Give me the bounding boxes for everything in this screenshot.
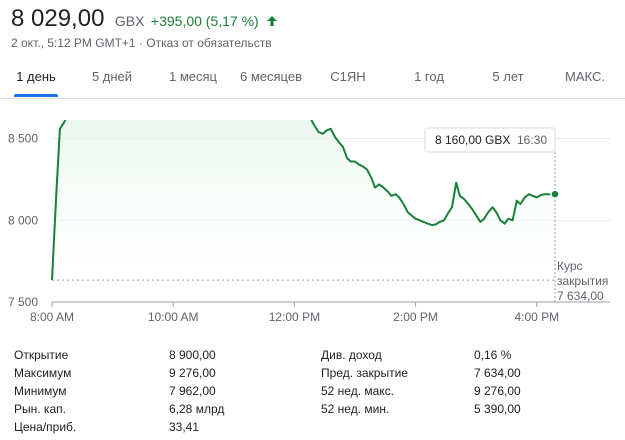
x-tick-label: 4:00 PM	[514, 310, 559, 324]
previous-close-label: Курс закрытия 7 634,00	[557, 259, 608, 303]
tooltip-value: 8 160,00 GBX	[435, 133, 510, 147]
close-label-line-1: Курс	[557, 259, 583, 273]
tab-1-day[interactable]: 1 день	[14, 58, 58, 97]
x-tick-label: 10:00 AM	[148, 310, 199, 324]
price-area	[52, 120, 555, 281]
x-tick-label: 2:00 PM	[393, 310, 438, 324]
tab-1-month[interactable]: 1 месяц	[169, 69, 217, 84]
current-price: 8 029,00	[11, 5, 105, 32]
quote-timestamp: 2 окт., 5:12 PM GMT+1 · Отказ от обязате…	[11, 36, 272, 50]
tab-5-years[interactable]: 5 лет	[492, 69, 524, 84]
x-tick-label: 8:00 AM	[30, 310, 74, 324]
tooltip-time: 16:30	[517, 133, 547, 147]
tab-1-year[interactable]: 1 год	[414, 69, 444, 84]
y-tick-label: 7 500	[8, 295, 38, 309]
tabs-divider	[0, 98, 625, 99]
price-change: +395,00 (5,17 %)	[150, 13, 259, 29]
y-tick-label: 8 500	[8, 132, 38, 146]
y-tick-label: 8 000	[8, 213, 38, 227]
currency-code: GBX	[114, 13, 145, 29]
quote-header: 8 029,00 GBX +395,00 (5,17 %)	[11, 5, 278, 33]
x-axis: 8:00 AM 10:00 AM 12:00 PM 2:00 PM 4:00 PM	[30, 302, 559, 324]
time-range-tabs: 1 день 5 дней 1 месяц 6 месяцев С1ЯН 1 г…	[0, 58, 625, 98]
hover-point	[550, 189, 560, 199]
close-label-value: 7 634,00	[557, 289, 604, 303]
x-tick-label: 12:00 PM	[269, 310, 320, 324]
tab-max[interactable]: МАКС.	[565, 69, 605, 84]
arrow-up-icon	[267, 16, 278, 26]
price-tooltip: 8 160,00 GBX 16:30	[424, 127, 556, 153]
tab-6-months[interactable]: 6 месяцев	[240, 69, 302, 84]
close-label-line-2: закрытия	[557, 274, 608, 288]
price-line	[51, 120, 555, 281]
tab-5-days[interactable]: 5 дней	[91, 69, 133, 84]
tab-ytd[interactable]: С1ЯН	[330, 69, 366, 84]
